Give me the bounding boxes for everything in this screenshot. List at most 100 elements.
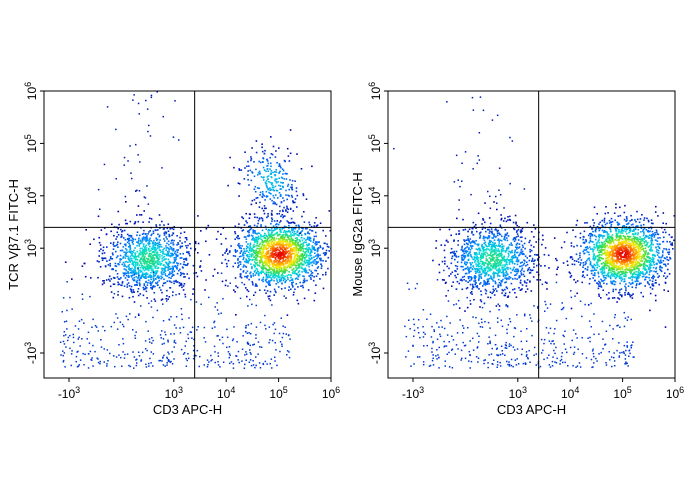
event-dot (138, 256, 140, 258)
event-dot (166, 289, 168, 292)
event-dot (471, 247, 473, 250)
event-dot (157, 284, 159, 286)
event-dot (242, 253, 244, 256)
event-dot (164, 268, 166, 271)
event-dot (244, 363, 246, 366)
event-dot (302, 194, 305, 197)
event-dot (536, 271, 538, 273)
event-dot (167, 341, 169, 343)
event-dot (262, 262, 264, 265)
event-dot (614, 249, 617, 251)
event-dot (320, 267, 323, 269)
event-dot (312, 241, 315, 244)
event-dot (145, 99, 147, 102)
event-dot (146, 297, 148, 299)
event-dot (284, 231, 287, 233)
event-dot (129, 257, 132, 260)
event-dot (288, 160, 291, 162)
event-dot (515, 270, 518, 272)
event-dot (273, 252, 276, 255)
event-dot (283, 276, 285, 279)
event-dot (649, 267, 651, 270)
event-dot (138, 314, 140, 316)
event-dot (185, 365, 188, 367)
event-dot (277, 181, 279, 183)
event-dot (242, 258, 244, 261)
event-dot (177, 249, 179, 251)
event-dot (259, 237, 261, 240)
event-dot (277, 274, 280, 276)
event-dot (470, 270, 472, 273)
event-dot (524, 260, 526, 262)
event-dot (245, 351, 247, 353)
event-dot (274, 263, 277, 266)
event-dot (516, 233, 519, 235)
event-dot (298, 258, 301, 261)
event-dot (526, 279, 529, 281)
event-dot (252, 250, 255, 253)
event-dot (297, 242, 299, 245)
event-dot (242, 229, 245, 231)
event-dot (286, 234, 289, 237)
event-dot (476, 270, 478, 272)
event-dot (234, 291, 236, 293)
event-dot (278, 276, 281, 278)
event-dot (482, 262, 484, 265)
event-dot (301, 252, 304, 255)
event-dot (273, 332, 275, 335)
event-dot (274, 266, 276, 269)
event-dot (254, 259, 257, 261)
event-dot (286, 211, 289, 213)
event-dot (271, 304, 273, 306)
event-dot (266, 263, 268, 265)
event-dot (267, 261, 270, 263)
event-dot (123, 237, 125, 239)
event-dot (79, 345, 81, 347)
event-dot (521, 267, 524, 270)
event-dot (132, 291, 135, 293)
event-dot (248, 278, 250, 281)
event-dot (311, 264, 314, 267)
event-dot (165, 254, 168, 257)
event-dot (272, 225, 275, 227)
event-dot (141, 233, 144, 235)
event-dot (314, 269, 316, 272)
event-dot (165, 266, 167, 268)
event-dot (136, 358, 138, 361)
event-dot (598, 237, 601, 239)
event-dot (132, 243, 134, 245)
event-dot (228, 353, 231, 355)
event-dot (168, 248, 171, 250)
event-dot (467, 266, 469, 268)
event-dot (227, 285, 229, 287)
event-dot (170, 360, 172, 363)
event-dot (288, 255, 290, 258)
event-dot (533, 263, 535, 265)
event-dot (281, 343, 283, 345)
event-dot (440, 244, 443, 246)
event-dot (266, 251, 268, 253)
event-dot (450, 262, 453, 265)
event-dot (490, 251, 492, 253)
event-dot (465, 239, 467, 241)
event-dot (220, 233, 222, 235)
event-dot (151, 233, 153, 236)
event-dot (247, 260, 250, 262)
event-dot (313, 299, 316, 302)
event-dot (165, 247, 168, 249)
event-dot (304, 268, 307, 271)
event-dot (280, 317, 282, 319)
event-dot (226, 336, 229, 339)
event-dot (498, 250, 501, 253)
event-dot (277, 197, 279, 199)
event-dot (79, 359, 82, 361)
event-dot (287, 265, 290, 267)
event-dot (127, 276, 130, 278)
event-dot (244, 167, 246, 169)
event-dot (173, 257, 176, 259)
event-dot (289, 245, 291, 248)
event-dot (463, 240, 466, 243)
event-dot (504, 217, 506, 220)
event-dot (315, 275, 318, 277)
event-dot (264, 360, 267, 363)
